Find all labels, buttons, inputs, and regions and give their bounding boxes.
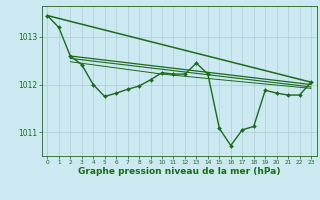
- X-axis label: Graphe pression niveau de la mer (hPa): Graphe pression niveau de la mer (hPa): [78, 167, 280, 176]
